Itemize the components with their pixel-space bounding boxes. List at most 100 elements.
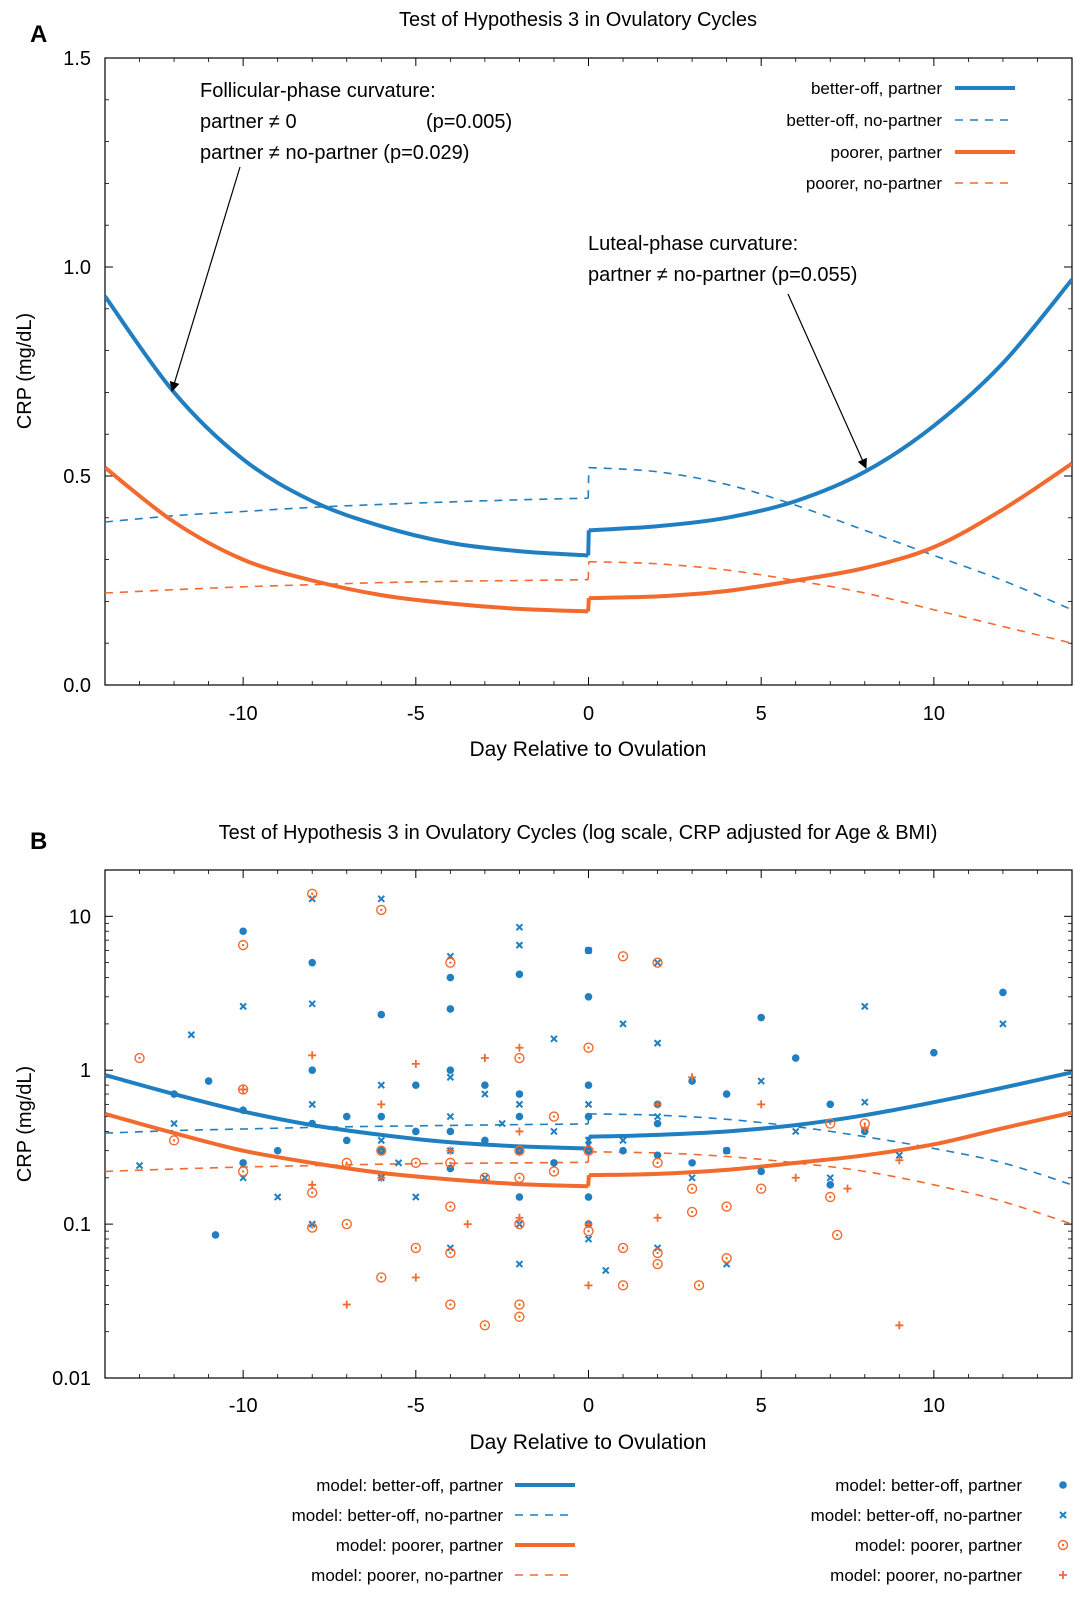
legend-a-label-4: poorer, no-partner (806, 174, 942, 193)
panel-b-y-axis-label: CRP (mg/dL) (14, 1066, 36, 1182)
panel-b-point-s3 (583, 1145, 594, 1156)
panel-b-point-s3 (445, 1157, 456, 1169)
panel-b-point-s3 (445, 1247, 456, 1259)
legend-a-label-3: poorer, partner (830, 143, 942, 162)
panel-b-point-s1 (211, 1231, 220, 1239)
panel-b-point-s4 (463, 1220, 472, 1229)
panel-a-x-tick-label: -5 (407, 703, 425, 725)
panel-b-point-s3 (307, 1187, 318, 1198)
panel-b-point-s4 (239, 1085, 248, 1094)
panel-b-point-s2 (412, 1193, 420, 1201)
panel-b-point-s3 (514, 1052, 525, 1064)
panel-a-x-axis-label: Day Relative to Ovulation (470, 738, 707, 761)
panel-b-point-s3 (514, 1172, 525, 1183)
panel-a-series-line-3 (105, 461, 1072, 614)
panel-b-point-s4 (342, 1300, 351, 1309)
panel-b-point-s3 (721, 1201, 732, 1212)
panel-b-point-s4 (515, 1043, 524, 1052)
panel-b-point-s3 (479, 1320, 491, 1331)
panel-b-point-s1 (446, 1005, 455, 1013)
panel-b-point-s1 (446, 973, 455, 982)
panel-b-point-s1 (757, 1013, 765, 1022)
panel-b-point-s3 (548, 1166, 560, 1177)
panel-b-x-tick-label: -10 (229, 1395, 258, 1417)
panel-b-point-s1 (412, 1081, 420, 1089)
panel-a-ticks: -10 -5 0 5 10 0.0 0.5 1.0 1.5 (63, 48, 1073, 725)
legend-b-point-marker-4 (1059, 1571, 1067, 1579)
panel-b-point-s3 (445, 957, 456, 968)
panel-b-point-s3 (168, 1135, 180, 1146)
panel-b-point-s3 (686, 1183, 698, 1194)
panel-b-point-s4 (308, 1180, 317, 1189)
panel-b-point-s1 (757, 1167, 765, 1176)
panel-b-point-s1 (584, 1193, 593, 1201)
panel-b-point-s1 (826, 1181, 835, 1189)
panel-b-point-s4 (377, 1100, 386, 1109)
annotation-luteal-arrow (787, 293, 867, 469)
panel-b-point-s2 (653, 1039, 662, 1047)
panel-b-point-s3 (686, 1206, 698, 1218)
panel-b-point-s4 (653, 1100, 662, 1109)
legend-b-line-label-2: model: better-off, no-partner (292, 1506, 504, 1525)
panel-b-y-tick-label: 0.01 (52, 1368, 91, 1390)
panel-b-point-s2 (826, 1174, 834, 1182)
legend-b-point-marker-2 (1059, 1511, 1067, 1519)
panel-b-point-s1 (722, 1090, 731, 1098)
panel-b-point-s3 (514, 1145, 525, 1156)
panel-b-point-s3 (376, 904, 387, 916)
annotation-luteal-line-1: Luteal-phase curvature: (588, 233, 798, 255)
panel-b-point-s2 (722, 1146, 731, 1155)
panel-b-point-s4 (308, 1051, 317, 1060)
panel-b-point-s2 (481, 1090, 489, 1098)
panel-b-point-s1 (826, 1100, 835, 1109)
panel-a-y-tick-label: 1.0 (63, 257, 91, 279)
panel-b-point-s2 (999, 1020, 1007, 1028)
panel-b-point-s1 (239, 1159, 247, 1167)
legend-b-line-label-1: model: better-off, partner (316, 1476, 503, 1495)
annotation-luteal: Luteal-phase curvature: partner ≠ no-par… (588, 233, 867, 469)
panel-b-point-s2 (584, 1235, 593, 1243)
legend-b-point-label-3: model: poorer, partner (855, 1536, 1023, 1555)
panel-b-point-s2 (584, 1100, 593, 1109)
panel-a-series-line-4 (105, 560, 1072, 644)
panel-b-point-s3 (617, 1242, 629, 1254)
panel-b-point-s4 (791, 1173, 800, 1182)
legend-a-label-1: better-off, partner (811, 79, 942, 98)
panel-b-point-s2 (515, 1260, 524, 1268)
panel-b-y-tick-label: 0.1 (63, 1214, 91, 1236)
panel-b-point-s3 (134, 1052, 145, 1064)
panel-b-point-s4 (480, 1054, 489, 1063)
panel-b-point-s3 (376, 1145, 387, 1156)
panel-b-point-s2 (498, 1119, 506, 1128)
panel-b-line-legend: model: better-off, partner model: better… (292, 1476, 575, 1585)
panel-a-y-tick-label: 1.5 (63, 48, 91, 70)
panel-a-series-line-2 (105, 466, 1072, 611)
panel-b-point-s2 (135, 1161, 144, 1170)
panel-a-y-tick-label: 0.0 (63, 675, 91, 697)
panel-b-point-s4 (860, 1124, 869, 1133)
panel-b-point-s1 (170, 1090, 178, 1098)
panel-b-point-s3 (410, 1242, 422, 1254)
panel-b-x-tick-label: 5 (756, 1395, 767, 1417)
panel-b-point-s2 (619, 1020, 627, 1028)
panel-b-point-s1 (446, 1066, 455, 1075)
panel-b-point-s2 (861, 1002, 869, 1011)
panel-b-point-s2 (394, 1159, 403, 1167)
panel-b-point-s2 (377, 1081, 385, 1089)
panel-b-point-s1 (619, 1146, 627, 1155)
panel-b-point-s2 (584, 1136, 593, 1145)
panel-b-y-tick-label: 10 (69, 906, 91, 928)
panel-b-point-s4 (584, 1220, 593, 1229)
panel-b-point-s1 (584, 1112, 593, 1121)
panel-b-point-s3 (237, 1166, 249, 1177)
panel-b-point-s1 (342, 1136, 351, 1145)
legend-b-point-marker-3 (1057, 1539, 1069, 1551)
panel-b-point-s2 (602, 1266, 610, 1275)
panel-b-point-s2 (308, 1220, 316, 1228)
panel-b-point-s3 (445, 1201, 456, 1212)
panel-b-point-s4 (515, 1127, 524, 1136)
panel-b-series-line-3 (105, 1110, 1072, 1189)
panel-b-point-s2 (653, 1112, 662, 1121)
panel-b-point-s3 (617, 1280, 629, 1291)
